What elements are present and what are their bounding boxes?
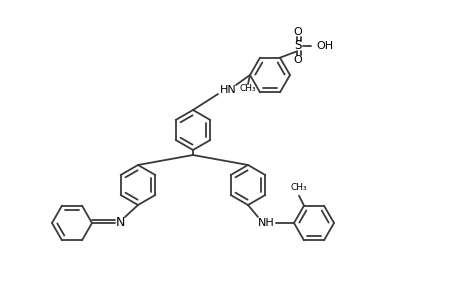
Text: O: O bbox=[293, 55, 302, 65]
Text: NH: NH bbox=[257, 218, 274, 228]
Text: O: O bbox=[293, 27, 302, 37]
Text: HN: HN bbox=[219, 85, 236, 95]
Text: CH₃: CH₃ bbox=[239, 83, 256, 92]
Text: S: S bbox=[294, 39, 301, 52]
Text: N: N bbox=[115, 217, 124, 230]
Text: OH: OH bbox=[315, 41, 332, 51]
Text: CH₃: CH₃ bbox=[290, 183, 307, 192]
